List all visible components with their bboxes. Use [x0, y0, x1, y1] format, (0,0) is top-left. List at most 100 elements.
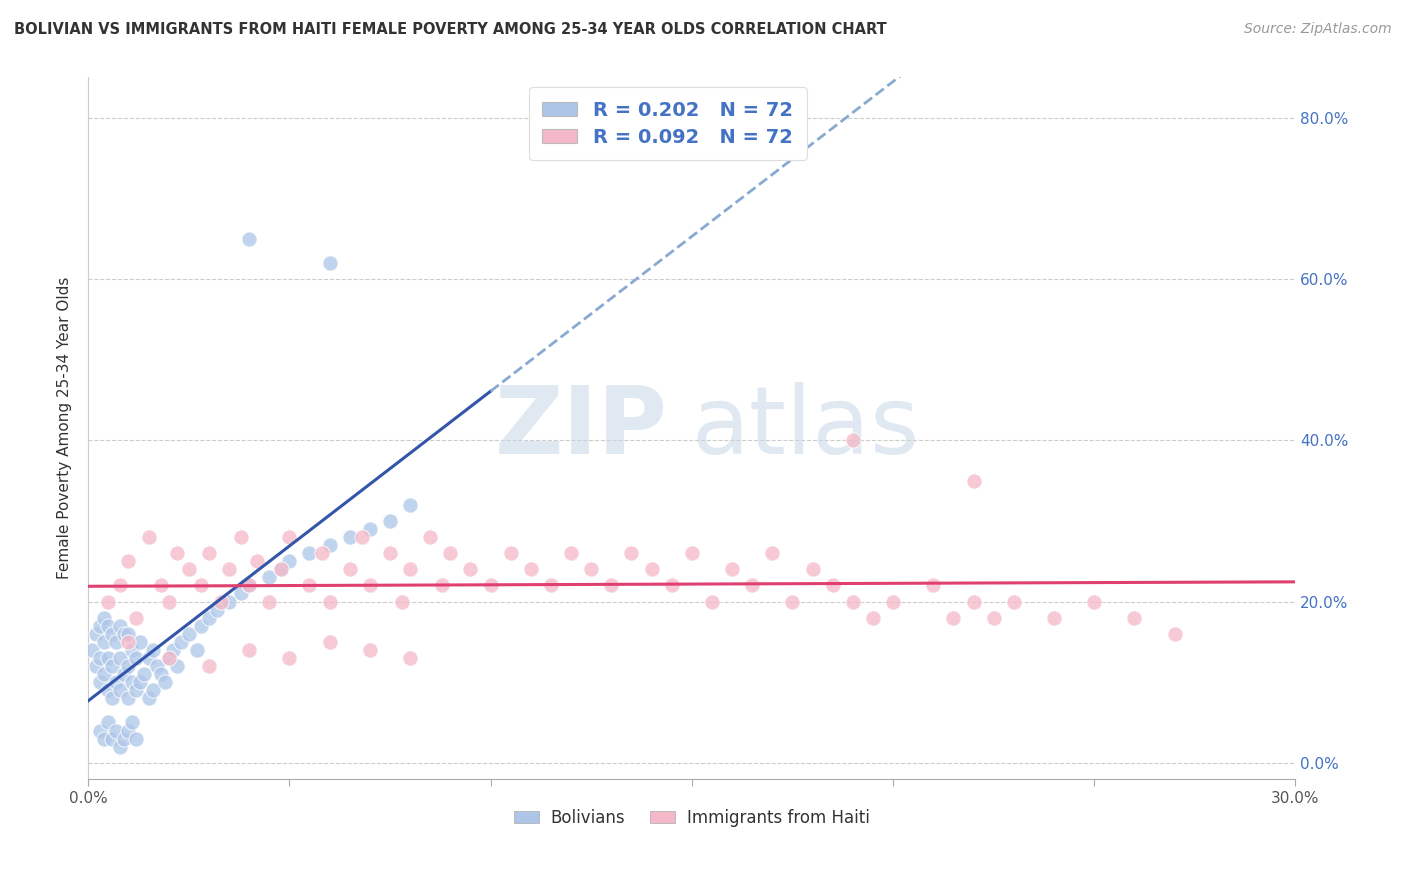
- Point: [246, 554, 269, 568]
- Point: [84, 659, 107, 673]
- Point: [318, 635, 340, 649]
- Point: [97, 651, 120, 665]
- Point: [117, 627, 139, 641]
- Point: [238, 232, 260, 246]
- Point: [105, 635, 128, 649]
- Point: [157, 651, 180, 665]
- Point: [138, 530, 160, 544]
- Point: [141, 643, 163, 657]
- Point: [741, 578, 763, 592]
- Point: [782, 594, 804, 608]
- Point: [84, 627, 107, 641]
- Point: [117, 723, 139, 738]
- Point: [540, 578, 562, 592]
- Point: [105, 723, 128, 738]
- Point: [270, 562, 292, 576]
- Point: [138, 691, 160, 706]
- Text: atlas: atlas: [692, 382, 920, 475]
- Point: [520, 562, 543, 576]
- Point: [257, 594, 280, 608]
- Point: [110, 618, 132, 632]
- Point: [93, 635, 115, 649]
- Point: [700, 594, 723, 608]
- Point: [378, 546, 401, 560]
- Point: [218, 562, 240, 576]
- Point: [681, 546, 703, 560]
- Point: [278, 530, 301, 544]
- Point: [350, 530, 373, 544]
- Point: [359, 522, 381, 536]
- Point: [238, 578, 260, 592]
- Point: [205, 602, 228, 616]
- Point: [177, 627, 200, 641]
- Point: [620, 546, 643, 560]
- Point: [922, 578, 945, 592]
- Point: [479, 578, 502, 592]
- Point: [1043, 610, 1066, 624]
- Point: [821, 578, 844, 592]
- Point: [101, 731, 124, 746]
- Point: [209, 594, 232, 608]
- Point: [962, 474, 984, 488]
- Point: [157, 651, 180, 665]
- Point: [439, 546, 461, 560]
- Point: [842, 594, 865, 608]
- Point: [270, 562, 292, 576]
- Point: [110, 683, 132, 698]
- Point: [82, 643, 104, 657]
- Point: [560, 546, 582, 560]
- Point: [153, 675, 176, 690]
- Point: [166, 659, 188, 673]
- Point: [499, 546, 522, 560]
- Point: [121, 643, 143, 657]
- Point: [278, 554, 301, 568]
- Point: [378, 514, 401, 528]
- Point: [298, 578, 321, 592]
- Point: [186, 643, 208, 657]
- Point: [190, 578, 212, 592]
- Point: [460, 562, 482, 576]
- Point: [93, 610, 115, 624]
- Point: [125, 610, 148, 624]
- Point: [391, 594, 413, 608]
- Point: [129, 675, 152, 690]
- Point: [105, 675, 128, 690]
- Point: [97, 715, 120, 730]
- Point: [166, 546, 188, 560]
- Point: [121, 675, 143, 690]
- Point: [640, 562, 662, 576]
- Point: [190, 618, 212, 632]
- Point: [761, 546, 783, 560]
- Text: BOLIVIAN VS IMMIGRANTS FROM HAITI FEMALE POVERTY AMONG 25-34 YEAR OLDS CORRELATI: BOLIVIAN VS IMMIGRANTS FROM HAITI FEMALE…: [14, 22, 887, 37]
- Point: [125, 683, 148, 698]
- Point: [311, 546, 333, 560]
- Point: [138, 651, 160, 665]
- Point: [157, 594, 180, 608]
- Point: [359, 578, 381, 592]
- Text: ZIP: ZIP: [495, 382, 668, 475]
- Point: [101, 691, 124, 706]
- Point: [1123, 610, 1146, 624]
- Point: [399, 651, 422, 665]
- Point: [112, 627, 135, 641]
- Point: [399, 562, 422, 576]
- Point: [962, 594, 984, 608]
- Point: [170, 635, 193, 649]
- Point: [238, 643, 260, 657]
- Point: [600, 578, 623, 592]
- Point: [298, 546, 321, 560]
- Point: [721, 562, 744, 576]
- Point: [257, 570, 280, 584]
- Point: [238, 578, 260, 592]
- Point: [862, 610, 884, 624]
- Legend: Bolivians, Immigrants from Haiti: Bolivians, Immigrants from Haiti: [508, 803, 876, 834]
- Point: [1002, 594, 1025, 608]
- Point: [93, 667, 115, 681]
- Point: [218, 594, 240, 608]
- Point: [117, 691, 139, 706]
- Point: [125, 731, 148, 746]
- Point: [198, 546, 221, 560]
- Point: [198, 610, 221, 624]
- Point: [117, 659, 139, 673]
- Point: [145, 659, 167, 673]
